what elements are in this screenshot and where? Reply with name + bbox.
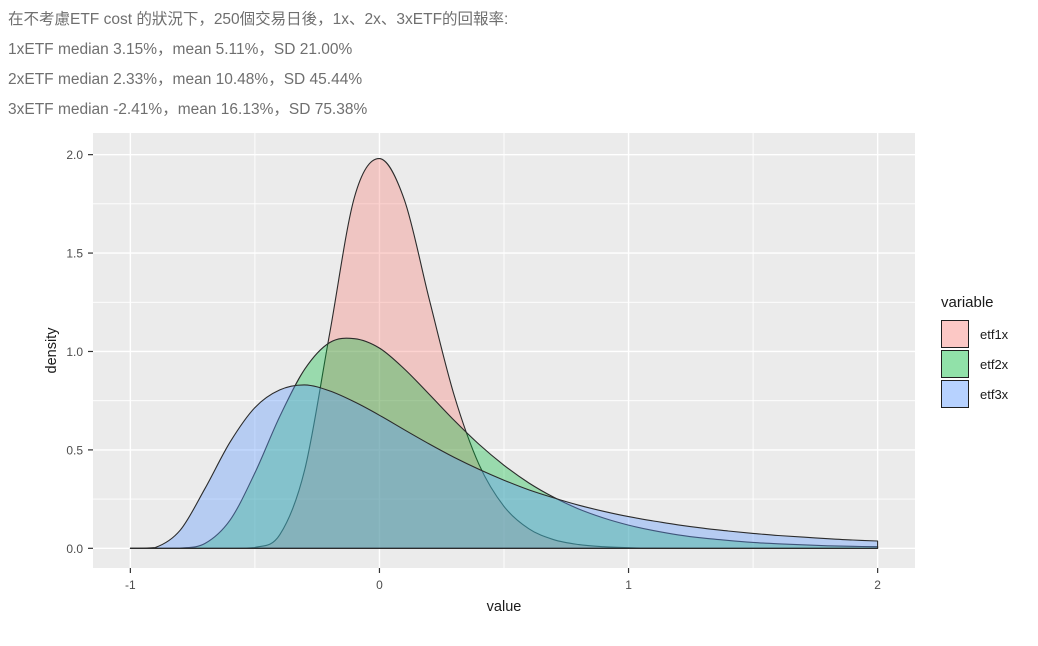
y-tick-label: 0.5 (66, 443, 83, 457)
legend-key-etf1x (941, 320, 969, 348)
legend-item-etf1x: etf1x (941, 320, 1008, 348)
legend-swatch-etf1x (942, 321, 968, 347)
legend-label-etf2x: etf2x (980, 356, 1009, 372)
annotation-block: 在不考慮ETF cost 的狀況下，250個交易日後，1x、2x、3xETF的回… (8, 5, 508, 125)
annotation-line-etf3x-stats: 3xETF median -2.41%，mean 16.13%，SD 75.38… (8, 101, 368, 118)
annotation-line-etf1x-stats: 1xETF median 3.15%，mean 5.11%，SD 21.00% (8, 41, 353, 58)
legend-key-etf2x (941, 350, 969, 378)
chart-legend: variable etf1x etf2x etf3x (941, 294, 1008, 410)
legend-item-etf2x: etf2x (941, 350, 1008, 378)
legend-key-etf3x (941, 380, 969, 408)
legend-label-etf1x: etf1x (980, 326, 1009, 342)
y-tick-label: 0.0 (66, 542, 83, 556)
x-tick-label: 2 (874, 578, 881, 592)
annotation-line-title: 在不考慮ETF cost 的狀況下，250個交易日後，1x、2x、3xETF的回… (8, 11, 509, 28)
density-curve-etf3x (129, 384, 879, 549)
y-tick-label: 2.0 (66, 148, 83, 162)
density-curve-etf2x (129, 337, 879, 549)
annotation-line-etf2x-stats: 2xETF median 2.33%，mean 10.48%，SD 45.44% (8, 71, 363, 88)
legend-label-etf3x: etf3x (980, 386, 1009, 402)
legend-swatch-etf3x (942, 381, 968, 407)
legend-item-etf3x: etf3x (941, 380, 1008, 408)
x-axis-title: value (487, 599, 522, 615)
y-tick-label: 1.5 (66, 247, 83, 261)
x-tick-label: -1 (125, 578, 136, 592)
y-axis-title: density (44, 327, 60, 374)
x-tick-label: 1 (625, 578, 632, 592)
legend-title: variable (941, 294, 994, 311)
y-tick-label: 1.0 (66, 345, 83, 359)
x-tick-label: 0 (376, 578, 383, 592)
legend-swatch-etf2x (942, 351, 968, 377)
